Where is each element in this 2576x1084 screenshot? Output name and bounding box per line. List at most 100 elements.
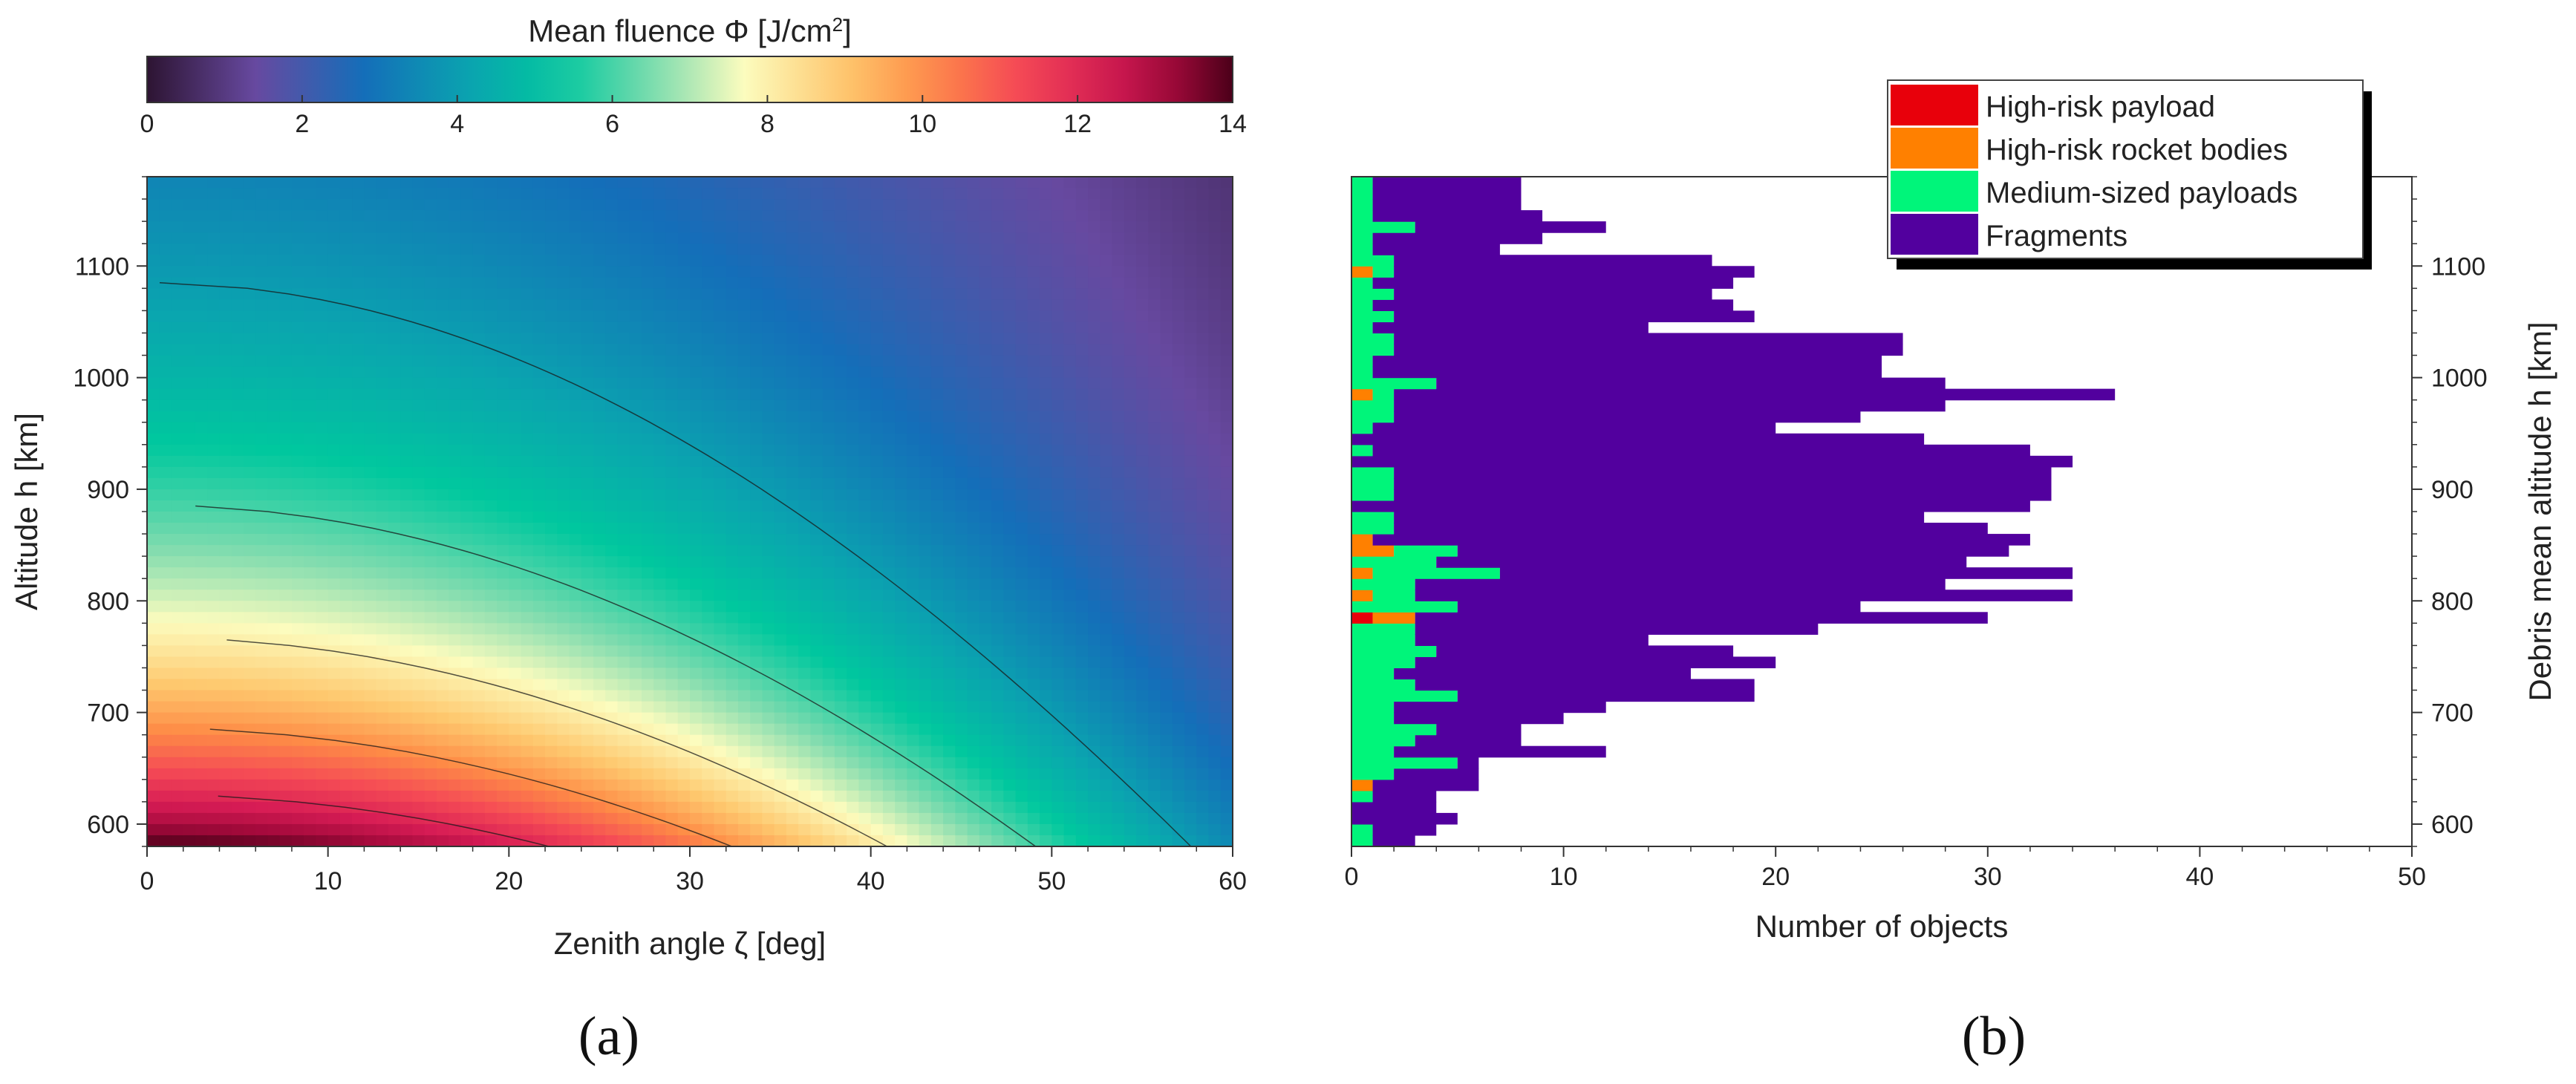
- heatmap-cell: [1063, 590, 1077, 602]
- heatmap-cell: [569, 768, 582, 780]
- heatmap-cell: [267, 601, 281, 613]
- heatmap-cell: [449, 656, 462, 669]
- heatmap-cell: [316, 455, 329, 468]
- heatmap-cell: [183, 768, 196, 780]
- heatmap-cell: [424, 757, 437, 769]
- heatmap-cell: [907, 344, 920, 356]
- heatmap-cell: [532, 266, 546, 278]
- heatmap-cell: [605, 444, 619, 457]
- heatmap-cell: [617, 567, 630, 579]
- heatmap-cell: [786, 366, 799, 379]
- heatmap-cell: [484, 255, 498, 267]
- heatmap-cell: [786, 567, 799, 579]
- heatmap-cell: [279, 388, 293, 401]
- heatmap-cell: [327, 344, 341, 356]
- heatmap-cell: [774, 366, 787, 379]
- heatmap-cell: [243, 366, 256, 379]
- heatmap-cell: [545, 601, 558, 613]
- heatmap-cell: [545, 299, 558, 312]
- heatmap-cell: [642, 299, 655, 312]
- heatmap-cell: [352, 757, 365, 769]
- heatmap-cell: [195, 333, 209, 345]
- heatmap-cell: [677, 433, 691, 445]
- heatmap-cell: [159, 556, 172, 568]
- heatmap-cell: [714, 399, 727, 412]
- heatmap-cell: [327, 634, 341, 647]
- heatmap-cell: [412, 534, 425, 546]
- heatmap-cell: [1075, 823, 1089, 836]
- heatmap-cell: [509, 723, 522, 736]
- heatmap-cell: [847, 723, 860, 736]
- heatmap-cell: [786, 757, 799, 769]
- heatmap-cell: [1075, 321, 1089, 334]
- heatmap-cell: [955, 779, 968, 791]
- heatmap-cell: [449, 188, 462, 200]
- heatmap-cell: [436, 512, 449, 523]
- heatmap-cell: [532, 545, 546, 557]
- heatmap-cell: [497, 266, 510, 278]
- heatmap-cell: [979, 545, 992, 557]
- heatmap-cell: [472, 601, 486, 613]
- heatmap-cell: [412, 232, 425, 244]
- heatmap-cell: [786, 444, 799, 457]
- heatmap-cell: [207, 255, 221, 267]
- heatmap-cell: [183, 567, 196, 579]
- heatmap-cell: [327, 477, 341, 490]
- heatmap-cell: [665, 489, 679, 501]
- heatmap-cell: [581, 723, 594, 736]
- heatmap-cell: [750, 455, 763, 468]
- heatmap-cell: [967, 545, 980, 557]
- heatmap-cell: [847, 288, 860, 301]
- heatmap-cell: [858, 656, 872, 669]
- heatmap-cell: [786, 411, 799, 423]
- heatmap-cell: [737, 210, 751, 222]
- heatmap-cell: [304, 567, 317, 579]
- heatmap-cell: [690, 790, 703, 803]
- heatmap-cell: [231, 590, 244, 602]
- heatmap-cell: [1100, 221, 1113, 233]
- heatmap-cell: [388, 645, 401, 658]
- heatmap-cell: [159, 512, 172, 523]
- heatmap-cell: [484, 612, 498, 624]
- heatmap-cell: [798, 623, 812, 636]
- heatmap-cell: [183, 534, 196, 546]
- heatmap-cell: [774, 355, 787, 368]
- heatmap-cell: [834, 444, 847, 457]
- heatmap-cell: [545, 567, 558, 579]
- heatmap-cell: [798, 411, 812, 423]
- heatmap-cell: [376, 779, 389, 791]
- heatmap-cell: [605, 779, 619, 791]
- heatmap-cell: [1015, 823, 1028, 836]
- heatmap-cell: [1136, 701, 1150, 714]
- heatmap-cell: [834, 523, 847, 535]
- heatmap-cell: [521, 667, 534, 680]
- heatmap-cell: [967, 255, 980, 267]
- heatmap-cell: [798, 277, 812, 290]
- heatmap-cell: [967, 244, 980, 256]
- heatmap-cell: [449, 221, 462, 233]
- heatmap-cell: [279, 333, 293, 345]
- heatmap-cell: [858, 645, 872, 658]
- heatmap-cell: [593, 734, 607, 747]
- heatmap-cell: [1136, 534, 1150, 546]
- heatmap-cell: [484, 399, 498, 412]
- heatmap-cell: [279, 199, 293, 211]
- heatmap-cell: [400, 221, 414, 233]
- heatmap-cell: [400, 210, 414, 222]
- heatmap-cell: [231, 277, 244, 290]
- heatmap-cell: [243, 177, 256, 189]
- heatmap-cell: [484, 177, 498, 189]
- heatmap-cell: [930, 344, 944, 356]
- heatmap-cell: [147, 667, 160, 680]
- heatmap-cell: [352, 399, 365, 412]
- heatmap-cell: [847, 310, 860, 323]
- heatmap-cell: [810, 188, 824, 200]
- heatmap-cell: [907, 623, 920, 636]
- heatmap-cell: [1063, 366, 1077, 379]
- heatmap-cell: [400, 723, 414, 736]
- heatmap-cell: [183, 835, 196, 846]
- heatmap-cell: [762, 199, 775, 211]
- heatmap-cell: [304, 355, 317, 368]
- heatmap-cell: [497, 801, 510, 814]
- heatmap-cell: [388, 723, 401, 736]
